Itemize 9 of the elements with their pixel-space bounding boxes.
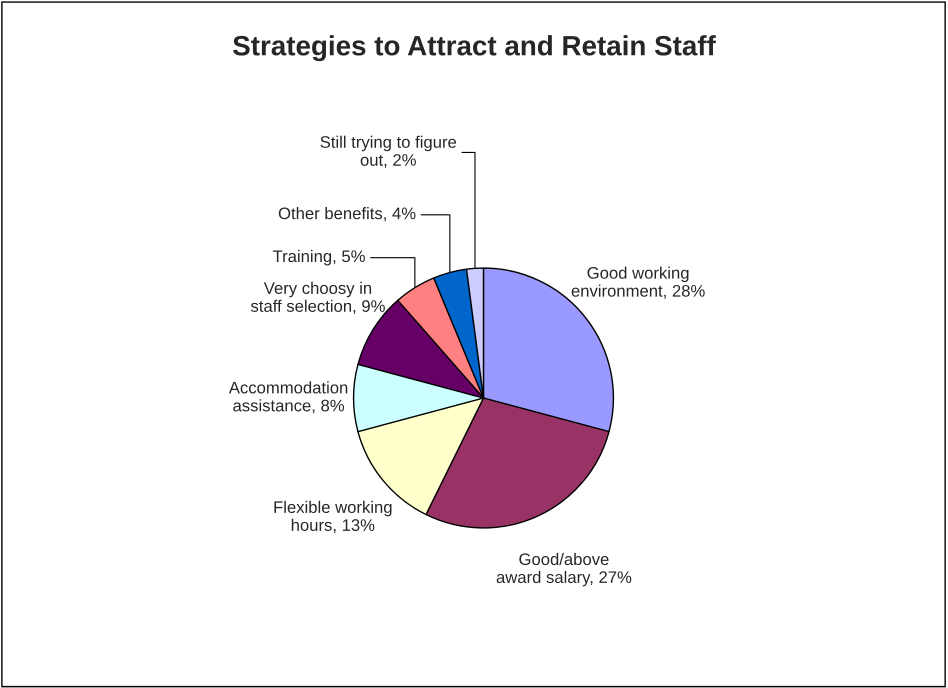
slice-label: Good/above award salary, 27% — [496, 552, 632, 586]
slice-label: Other benefits, 4% — [278, 207, 416, 222]
slice-label: Very choosy in staff selection, 9% — [250, 282, 385, 314]
chart-title: Strategies to Attract and Retain Staff — [233, 35, 716, 62]
slice-label: Flexible working hours, 13% — [274, 500, 392, 533]
slice-label: Good working environment, 28% — [572, 266, 705, 299]
slice-label: Accommodation assistance, 8% — [228, 381, 348, 414]
slice-label: Training, 5% — [272, 250, 365, 266]
slice-label: Still trying to figure out, 2% — [320, 136, 456, 168]
